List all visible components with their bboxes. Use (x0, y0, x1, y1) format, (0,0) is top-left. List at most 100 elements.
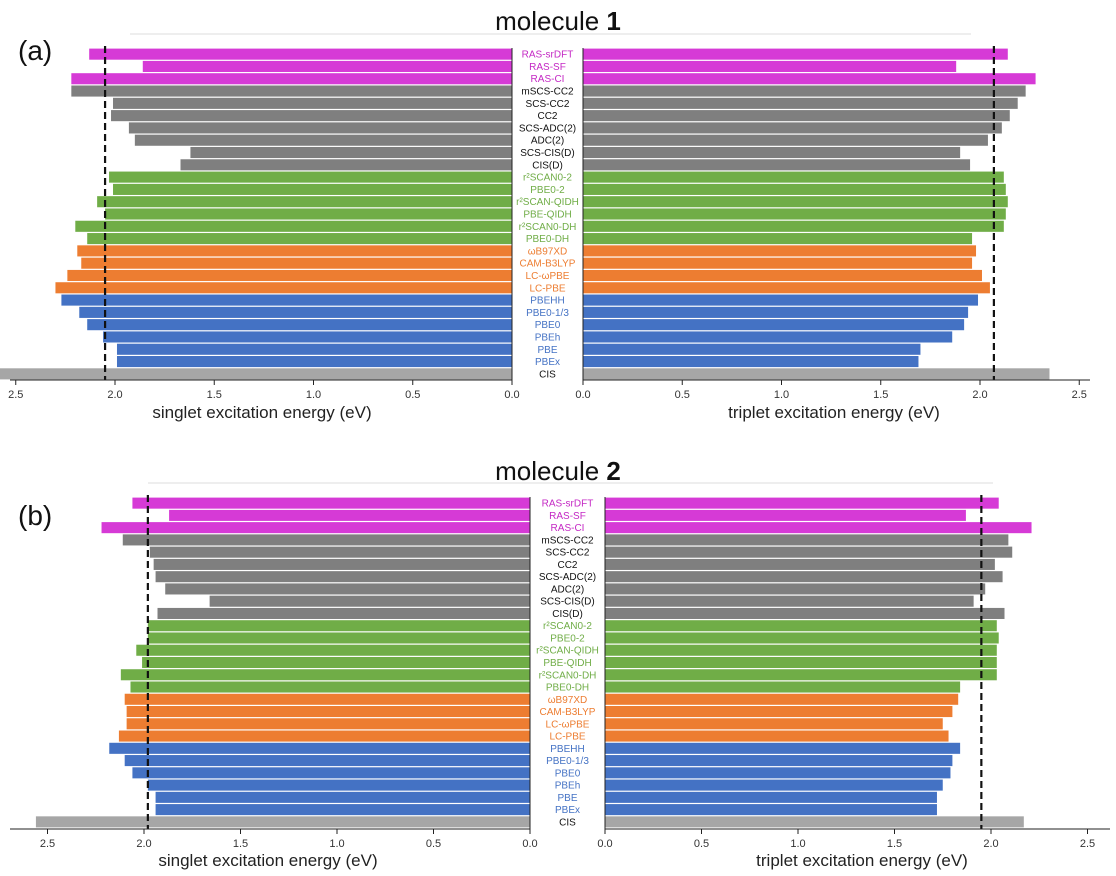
molecule-2-singlet-bar (101, 522, 530, 534)
molecule-2-category-label: PBE0-1/3 (546, 756, 589, 767)
molecule-1-singlet-tick-label: 2.5 (8, 389, 23, 401)
molecule-2-triplet-bar (605, 804, 937, 816)
molecule-1-triplet-tick-label: 0.0 (575, 389, 590, 401)
molecule-2-category-label: r²SCAN0-DH (539, 670, 597, 681)
molecule-1-triplet-bar (583, 208, 1006, 220)
molecule-1-triplet-bar (583, 60, 957, 72)
molecule-2-triplet-bar (605, 583, 986, 595)
molecule-2-category-label: PBEx (555, 805, 580, 816)
molecule-1-singlet-bar (87, 233, 513, 245)
panel-b-title-prefix: molecule (495, 456, 606, 486)
panel-a-triplet-xlabel: triplet excitation energy (eV) (728, 403, 940, 422)
molecule-2-category-label: RAS-srDFT (542, 499, 594, 510)
molecule-1-category-label: PBE0-DH (526, 234, 569, 245)
molecule-2-triplet-bar (605, 546, 1013, 558)
molecule-2-category-label: PBE0 (555, 768, 581, 779)
molecule-2-triplet-bar (605, 534, 1009, 546)
molecule-2-triplet-bar (605, 730, 949, 742)
molecule-2-category-label: RAS-CI (551, 523, 585, 534)
molecule-1-triplet-bar (583, 196, 1008, 208)
molecule-1-triplet-bar (583, 146, 961, 159)
molecule-1-category-label: CAM-B3LYP (520, 259, 576, 270)
molecule-1-triplet-bar (583, 110, 1010, 122)
molecule-1-triplet-bar (583, 319, 965, 331)
molecule-1-singlet-bar (113, 183, 512, 195)
molecule-1-category-label: SCS-CC2 (526, 99, 570, 110)
molecule-1-category-label: PBE-QIDH (523, 210, 571, 221)
molecule-1-category-label: SCS-CIS(D) (520, 148, 574, 159)
molecule-2-category-label: PBE-QIDH (543, 658, 591, 669)
molecule-2-triplet-bar (605, 656, 997, 669)
molecule-2-singlet-bar (157, 607, 530, 619)
molecule-1-singlet-bar (75, 220, 513, 232)
molecule-1-singlet-bar (89, 48, 512, 60)
molecule-2-singlet-tick-label: 1.5 (233, 838, 248, 850)
molecule-1-singlet-bar (81, 257, 512, 269)
molecule-1-singlet-bar (142, 60, 513, 72)
molecule-2-singlet-bar (35, 816, 531, 828)
molecule-2-category-label: LC-PBE (549, 732, 585, 743)
molecule-1-category-label: LC-ωPBE (526, 271, 570, 282)
molecule-2-singlet-tick-label: 0.5 (426, 838, 441, 850)
molecule-1-category-label: PBE (537, 345, 557, 356)
molecule-2-category-label: SCS-CIS(D) (540, 597, 594, 608)
molecule-1-singlet-bar (134, 134, 512, 146)
molecule-2-singlet-bar (155, 804, 530, 816)
molecule-2-singlet-bar (136, 644, 530, 656)
molecule-2-category-label: r²SCAN-QIDH (536, 646, 599, 657)
molecule-2-singlet-bar (122, 534, 531, 546)
molecule-1-category-label: CC2 (537, 111, 557, 122)
molecule-1-singlet-bar (0, 368, 513, 380)
molecule-1-triplet-bar (583, 134, 988, 146)
molecule-2-triplet-tick-label: 0.0 (597, 838, 612, 850)
molecule-2-category-label: PBEh (555, 781, 581, 792)
molecule-2-singlet-tick-label: 1.0 (329, 838, 344, 850)
molecule-2-singlet-bar (209, 595, 530, 607)
molecule-1-singlet-bar (79, 306, 513, 318)
molecule-1-triplet-tick-label: 0.5 (675, 389, 690, 401)
panel-b-title: molecule 2 (495, 456, 621, 486)
molecule-1-triplet-bar (583, 294, 979, 306)
molecule-2-triplet-bar (605, 669, 997, 681)
panel-a-letter: (a) (18, 35, 52, 66)
molecule-2-category-label: SCS-ADC(2) (539, 572, 596, 583)
molecule-1-triplet-bar (583, 171, 1004, 183)
molecule-1-triplet-bar (583, 343, 921, 355)
molecule-2-singlet-bar (149, 546, 531, 558)
molecule-2-singlet-bar (118, 730, 530, 742)
molecule-2-singlet-bar (120, 669, 530, 681)
molecule-2-singlet-bar (147, 632, 531, 644)
molecule-1-singlet-bar (190, 146, 512, 159)
molecule-1-category-label: PBEh (535, 332, 561, 343)
molecule-1-category-label: PBE0 (535, 320, 561, 331)
molecule-2-singlet-bar (155, 571, 530, 583)
molecule-1-singlet-tick-label: 1.5 (207, 389, 222, 401)
molecule-1-category-label: r²SCAN0-2 (523, 173, 572, 184)
molecule-2-singlet-tick-label: 0.0 (522, 838, 537, 850)
molecule-2-singlet-bar (147, 779, 531, 791)
molecule-1-category-label: PBEx (535, 357, 560, 368)
molecule-2-triplet-tick-label: 0.5 (694, 838, 709, 850)
molecule-1-triplet-bar (583, 306, 969, 318)
molecule-2-triplet-bar (605, 816, 1024, 828)
molecule-2-triplet-bar (605, 693, 959, 705)
molecule-2-triplet-bar (605, 755, 953, 767)
molecule-1-triplet-bar (583, 85, 1026, 97)
molecule-1-triplet-tick-label: 1.0 (774, 389, 789, 401)
molecule-2-singlet-bar (169, 509, 530, 521)
molecule-1-triplet-tick-label: 2.0 (972, 389, 987, 401)
molecule-2-singlet-bar (126, 718, 530, 730)
molecule-2-singlet-bar (124, 755, 530, 767)
molecule-1-category-label: ADC(2) (531, 136, 564, 147)
molecule-1-category-label: CIS (539, 369, 556, 380)
molecule-2-triplet-bar (605, 522, 1032, 534)
molecule-2-category-label: PBEHH (550, 744, 584, 755)
molecule-1-triplet-bar (583, 48, 1008, 60)
molecule-2-triplet-bar (605, 509, 966, 521)
panel-b-letter: (b) (18, 500, 52, 531)
molecule-1-category-label: PBEHH (530, 296, 564, 307)
molecule-2-singlet-bar (132, 497, 531, 509)
molecule-1-singlet-bar (77, 245, 512, 257)
molecule-1-singlet-tick-label: 0.0 (504, 389, 519, 401)
molecule-2-triplet-bar (605, 767, 951, 779)
